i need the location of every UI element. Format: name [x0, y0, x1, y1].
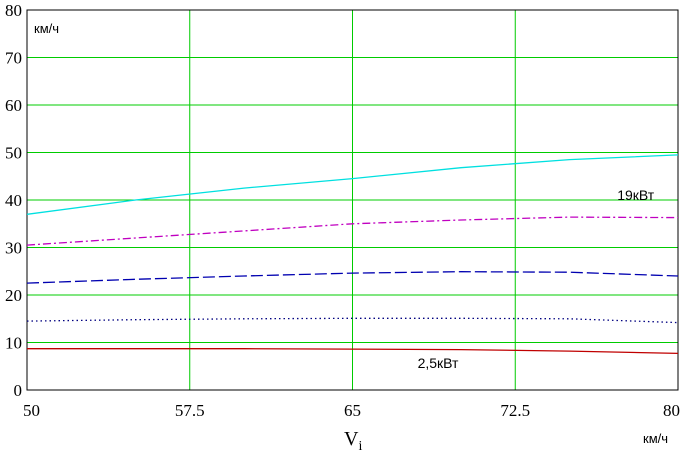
series-line-2 — [26, 216, 679, 246]
x-tick-label: 57.5 — [175, 401, 205, 420]
y-unit-label: км/ч — [34, 21, 59, 36]
y-tick-label: 80 — [5, 1, 22, 20]
x-axis-title-main: V — [344, 428, 359, 450]
series-line-1 — [26, 154, 679, 215]
grid — [27, 10, 678, 390]
series-line-5 — [27, 348, 679, 355]
annotations: 19кВт 2,5кВт — [418, 187, 655, 371]
y-tick-label: 10 — [5, 334, 22, 353]
x-tick-label: 50 — [23, 401, 40, 420]
y-tick-label: 30 — [5, 239, 22, 258]
y-tick-label: 20 — [5, 286, 22, 305]
y-tick-labels: 0 10 20 30 40 50 60 70 80 — [5, 1, 22, 400]
x-tick-label: 72.5 — [500, 401, 530, 420]
series-line-3 — [26, 271, 679, 284]
series-group — [26, 154, 679, 355]
x-tick-label: 80 — [663, 401, 680, 420]
plot-frame — [26, 9, 679, 391]
y-tick-label: 0 — [14, 381, 23, 400]
series-line-4 — [26, 317, 679, 324]
x-axis-title-sub: i — [358, 439, 362, 454]
y-tick-label: 50 — [5, 144, 22, 163]
y-tick-label: 60 — [5, 96, 22, 115]
x-axis-title: Vi — [344, 428, 362, 454]
y-tick-label: 40 — [5, 191, 22, 210]
x-tick-label: 65 — [344, 401, 361, 420]
y-tick-label: 70 — [5, 49, 22, 68]
x-unit-label: км/ч — [643, 431, 668, 446]
annotation-label: 2,5кВт — [418, 355, 459, 371]
x-tick-labels: 50 57.5 65 72.5 80 — [23, 401, 680, 420]
annotation-label: 19кВт — [617, 187, 655, 203]
